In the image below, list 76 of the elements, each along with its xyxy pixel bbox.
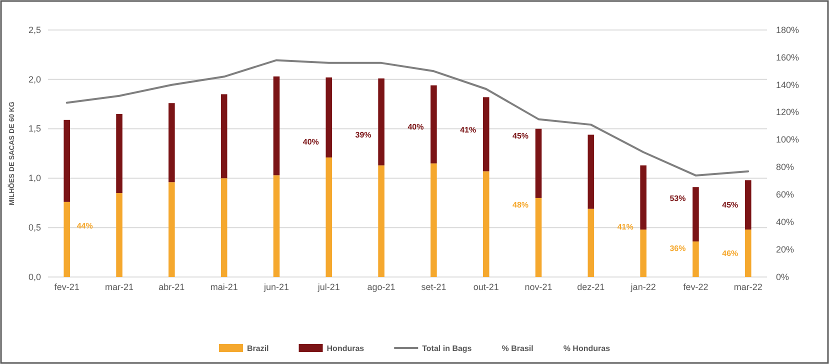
bar	[640, 230, 646, 277]
bar	[588, 134, 594, 209]
y2-tick-label: 0%	[776, 272, 790, 282]
bar	[588, 208, 594, 277]
annotation: 36%	[670, 244, 686, 254]
x-tick-label: fev-22	[683, 282, 708, 292]
annotation: 45%	[512, 132, 529, 141]
y2-tick-label: 100%	[776, 134, 800, 145]
annotation: 48%	[512, 200, 529, 210]
x-tick-label: fev-21	[54, 282, 80, 292]
bar	[692, 241, 699, 277]
bar	[378, 165, 384, 277]
bar	[168, 103, 175, 182]
bar	[116, 193, 122, 277]
x-tick-label: set-21	[421, 282, 446, 292]
bar	[273, 76, 280, 176]
x-tick-label: jan-22	[630, 282, 656, 292]
y2-tick-label: 180%	[776, 24, 800, 35]
y-tick-label: 2,5	[28, 24, 41, 35]
legend-label: Honduras	[326, 344, 365, 353]
annotation: 41%	[617, 222, 634, 232]
y-tick-label: 0,5	[28, 222, 41, 232]
x-tick-label: jun-21	[262, 282, 290, 292]
annotation: 46%	[722, 249, 738, 258]
bar	[220, 94, 228, 178]
x-tick-label: jul-21	[316, 282, 340, 292]
legend-label: Brazil	[246, 344, 269, 353]
annotation: 40%	[302, 137, 319, 146]
annotation: 45%	[722, 200, 738, 210]
x-tick-label: out-21	[473, 282, 499, 292]
bar	[535, 128, 542, 198]
bar	[535, 198, 542, 277]
y2-tick-label: 40%	[776, 216, 794, 227]
bar	[64, 120, 70, 202]
line-series	[66, 59, 750, 176]
bar	[744, 230, 752, 277]
annotation: 41%	[460, 126, 476, 135]
y2-tick-label: 120%	[776, 107, 800, 118]
legend-label: Total in Bags	[422, 344, 472, 353]
bar	[744, 180, 752, 230]
annotation: 39%	[355, 130, 372, 140]
y2-tick-label: 160%	[776, 52, 800, 62]
y2-tick-label: 20%	[776, 244, 794, 254]
bar	[692, 187, 699, 242]
y-tick-label: 1,0	[28, 173, 41, 184]
y-tick-label: 0,0	[28, 272, 41, 282]
bar	[378, 78, 384, 166]
bar	[326, 157, 332, 277]
x-tick-label: abr-21	[158, 282, 185, 292]
x-tick-label: mar-22	[734, 282, 762, 292]
y-tick-label: 1,5	[28, 124, 41, 134]
bar	[430, 85, 437, 164]
bar	[273, 175, 280, 277]
x-tick-label: nov-21	[524, 282, 552, 292]
bar	[482, 97, 490, 172]
bar	[220, 178, 228, 277]
y2-tick-label: 60%	[776, 190, 794, 200]
bar	[482, 171, 490, 277]
x-tick-label: mar-21	[105, 282, 134, 292]
bar	[326, 77, 332, 158]
annotation: 44%	[76, 221, 93, 230]
x-tick-label: mai-21	[210, 282, 238, 292]
x-tick-label: ago-21	[367, 282, 396, 292]
text: % Brasil	[502, 344, 534, 353]
bar	[116, 114, 122, 194]
bar	[640, 165, 646, 230]
annotation: 53%	[670, 194, 686, 203]
y-tick-label: 2,0	[28, 74, 41, 84]
text: % Honduras	[563, 344, 611, 353]
bar	[64, 202, 70, 277]
y2-tick-label: 80%	[776, 162, 794, 172]
annotation: 40%	[408, 122, 424, 132]
x-tick-label: dez-21	[577, 282, 605, 292]
y2-tick-label: 140%	[776, 80, 800, 90]
bar	[168, 182, 175, 277]
bar	[430, 163, 437, 277]
